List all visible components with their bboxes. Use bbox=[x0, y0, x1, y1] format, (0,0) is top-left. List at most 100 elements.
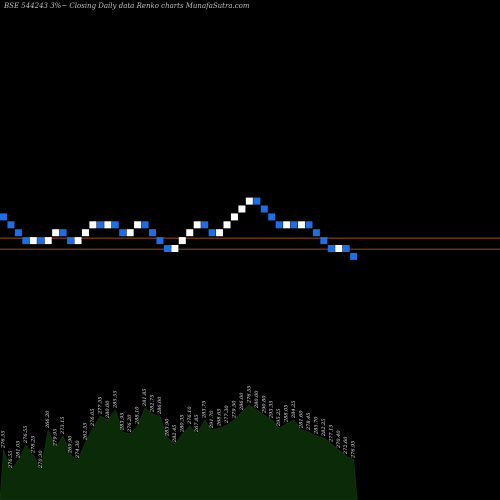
volume-label: 282.75 bbox=[150, 395, 156, 414]
volume-label: 285.70 bbox=[313, 416, 319, 435]
renko-brick-down bbox=[290, 221, 298, 229]
volume-label: 283.95 bbox=[120, 413, 126, 432]
renko-brick-down bbox=[111, 221, 119, 229]
renko-brick-down bbox=[260, 205, 268, 213]
volume-label: 277.30 bbox=[224, 405, 230, 424]
renko-brick-up bbox=[193, 221, 201, 229]
renko-brick-up bbox=[216, 229, 224, 237]
volume-label: 278.45 bbox=[306, 413, 312, 432]
renko-brick-up bbox=[335, 245, 343, 252]
volume-label: 272.60 bbox=[343, 436, 349, 455]
renko-brick-down bbox=[7, 221, 15, 229]
volume-label: 293.35 bbox=[269, 401, 275, 420]
renko-brick-up bbox=[230, 213, 238, 221]
renko-brick-up bbox=[44, 237, 52, 245]
renko-brick-up bbox=[283, 221, 291, 229]
renko-brick-down bbox=[253, 197, 261, 205]
volume-label: 266.20 bbox=[45, 410, 51, 429]
volume-label: 276.55 bbox=[8, 451, 14, 470]
volume-label: 280.00 bbox=[254, 390, 260, 409]
renko-brick-down bbox=[327, 245, 335, 252]
renko-brick-up bbox=[223, 221, 231, 229]
volume-label: 276.55 bbox=[246, 386, 252, 405]
renko-brick-down bbox=[141, 221, 149, 229]
renko-brick-down bbox=[320, 237, 328, 245]
renko-brick-down bbox=[305, 221, 313, 229]
chart-title: BSE 544243 3%~ Closing Daily data Renko … bbox=[4, 2, 250, 10]
renko-brick-up bbox=[134, 221, 142, 229]
volume-label: 291.70 bbox=[209, 410, 215, 429]
renko-brick-down bbox=[119, 229, 127, 237]
volume-label: 277.55 bbox=[97, 397, 103, 416]
renko-brick-down bbox=[201, 221, 209, 229]
volume-label: 284.25 bbox=[291, 401, 297, 420]
volume-area bbox=[0, 404, 358, 500]
renko-brick-up bbox=[298, 221, 305, 229]
volume-label: 276.10 bbox=[187, 406, 193, 425]
volume-label: 276.20 bbox=[127, 414, 133, 433]
renko-brick-down bbox=[96, 221, 104, 229]
renko-brick-down bbox=[59, 229, 67, 237]
renko-brick-down bbox=[350, 252, 358, 260]
volume-label: 286.00 bbox=[157, 396, 163, 415]
volume-label: 270.40 bbox=[336, 430, 342, 449]
renko-brick-up bbox=[171, 245, 179, 252]
volume-label: 290.80 bbox=[261, 395, 267, 414]
renko-brick-down bbox=[342, 245, 350, 252]
volume-label: 279.95 bbox=[53, 429, 59, 448]
renko-brick-down bbox=[163, 245, 171, 252]
volume-label: 270.30 bbox=[38, 450, 44, 469]
renko-brick-up bbox=[104, 221, 112, 229]
volume-label: 281.05 bbox=[15, 441, 21, 460]
volume-label: 295.25 bbox=[276, 409, 282, 428]
volume-label: 278.25 bbox=[30, 436, 36, 455]
volume-label: 281.85 bbox=[142, 389, 148, 408]
volume-label: 267.85 bbox=[194, 415, 200, 434]
volume-label: 280.35 bbox=[179, 415, 185, 434]
volume-label: 279.50 bbox=[231, 400, 237, 419]
renko-brick-up bbox=[126, 229, 134, 237]
renko-brick-up bbox=[52, 229, 60, 237]
volume-label: 273.15 bbox=[60, 417, 66, 436]
renko-brick-up bbox=[245, 197, 253, 205]
volume-label: 276.55 bbox=[23, 426, 29, 445]
renko-brick-up bbox=[74, 237, 82, 245]
volume-label: 282.45 bbox=[172, 425, 178, 444]
renko-brick-up bbox=[29, 237, 37, 245]
volume-label: 274.30 bbox=[75, 440, 81, 459]
volume-label: 282.25 bbox=[321, 419, 327, 438]
volume-label: 268.65 bbox=[217, 409, 223, 428]
renko-brick-down bbox=[0, 213, 7, 221]
renko-brick-down bbox=[22, 237, 30, 245]
volume-label: 283.90 bbox=[164, 418, 170, 437]
volume-label: 286.00 bbox=[239, 392, 245, 411]
renko-brick-down bbox=[37, 237, 45, 245]
volume-label: 288.10 bbox=[135, 406, 141, 425]
renko-brick-up bbox=[238, 205, 246, 213]
volume-label: 285.55 bbox=[112, 391, 118, 410]
volume-label: 276.05 bbox=[90, 409, 96, 428]
volume-label: 288.05 bbox=[284, 405, 290, 424]
volume-label: 276.55 bbox=[1, 431, 7, 450]
renko-brick-down bbox=[268, 213, 276, 221]
renko-brick-up bbox=[186, 229, 194, 237]
renko-brick-up bbox=[178, 237, 186, 245]
renko-brick-down bbox=[149, 229, 156, 237]
renko-brick-up bbox=[89, 221, 97, 229]
volume-label: 269.90 bbox=[68, 435, 74, 454]
volume-label: 281.60 bbox=[299, 410, 305, 429]
renko-brick-down bbox=[67, 237, 75, 245]
volume-label: 276.95 bbox=[351, 441, 357, 460]
volume-label: 262.55 bbox=[82, 423, 88, 442]
renko-brick-down bbox=[156, 237, 164, 245]
renko-brick-down bbox=[14, 229, 22, 237]
renko-brick-up bbox=[81, 229, 89, 237]
renko-brick-down bbox=[312, 229, 320, 237]
renko-brick-down bbox=[208, 229, 216, 237]
volume-label: 280.00 bbox=[105, 400, 111, 419]
renko-brick-down bbox=[275, 221, 283, 229]
volume-label: 283.75 bbox=[202, 401, 208, 420]
volume-label: 277.15 bbox=[328, 425, 334, 444]
